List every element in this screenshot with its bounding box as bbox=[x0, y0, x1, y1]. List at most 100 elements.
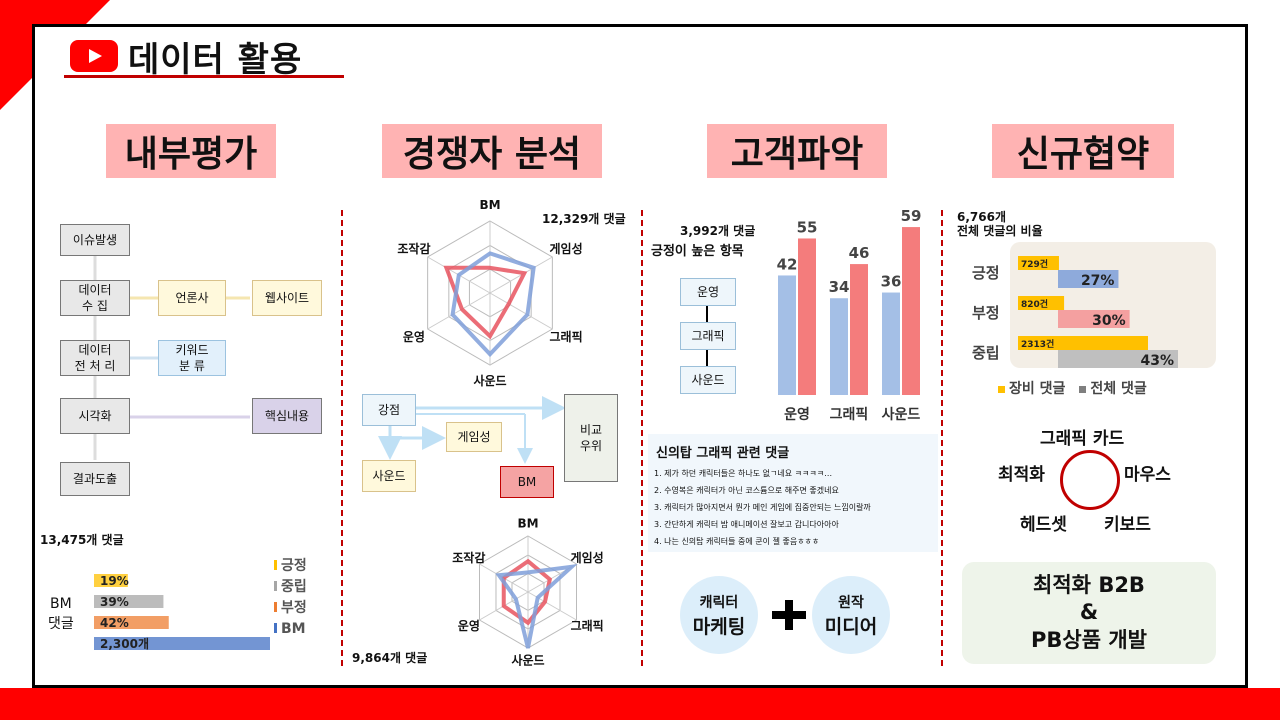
bm-bar-label: 19% bbox=[100, 574, 129, 588]
legend-item-bm: BM bbox=[274, 619, 307, 640]
bm-bar bbox=[94, 637, 270, 650]
circle-right-line2: 미디어 bbox=[824, 615, 878, 638]
radar1-comment-count: 12,329개 댓글 bbox=[542, 212, 626, 226]
flow-box-bm: BM bbox=[500, 466, 554, 498]
agreement-bar-all-label: 30% bbox=[1092, 313, 1126, 329]
customer-bar-value: 42 bbox=[777, 255, 798, 273]
agreement-bar-equipment-label: 820건 bbox=[1021, 298, 1048, 310]
agreement-category-label: 중립 bbox=[972, 344, 1000, 362]
agreement-bar-all bbox=[1058, 350, 1178, 368]
bm-comment-label: BM 댓글 bbox=[48, 596, 74, 632]
section-title-customer: 고객파악 bbox=[707, 124, 887, 178]
flow-box-sound-2: 사운드 bbox=[680, 366, 736, 394]
side-box-website: 웹사이트 bbox=[252, 280, 322, 316]
plus-icon bbox=[772, 600, 806, 630]
legend-item-equipment: 장비 댓글 bbox=[998, 378, 1065, 398]
flow-box-issue: 이슈발생 bbox=[60, 224, 130, 256]
radar-axis-label: 게임성 bbox=[550, 242, 583, 256]
keyword-headset: 헤드셋 bbox=[1020, 515, 1067, 535]
section-title-internal: 내부평가 bbox=[106, 124, 276, 178]
conclusion-line3: PB상품 개발 bbox=[1031, 627, 1147, 652]
radar-axis-label: BM bbox=[517, 517, 538, 531]
agreement-bar-equipment bbox=[1018, 256, 1059, 270]
legend-item-negative: 부정 bbox=[274, 598, 307, 619]
radar-axis-label: 사운드 bbox=[473, 373, 506, 388]
radar-axis-label: 게임성 bbox=[571, 551, 604, 565]
radar-axis-label: 그래픽 bbox=[550, 329, 583, 344]
customer-category-label: 사운드 bbox=[882, 407, 921, 423]
bm-bar-label: 2,300개 bbox=[100, 637, 149, 651]
bm-bar-chart: 19% 39% 42% 2,300개 bbox=[94, 574, 270, 651]
agreement-legend: 장비 댓글 전체 댓글 bbox=[998, 378, 1147, 398]
agreement-category-label: 부정 bbox=[972, 304, 1000, 322]
youtube-icon bbox=[70, 40, 118, 72]
flow-box-sound: 사운드 bbox=[362, 460, 416, 492]
radar-axis-label: 조작감 bbox=[397, 241, 430, 256]
radar-axis-label: 운영 bbox=[403, 329, 425, 344]
keyword-graphics-card: 그래픽 카드 bbox=[1040, 429, 1125, 449]
page-title: 데이터 활용 bbox=[128, 39, 303, 80]
agreement-subtitle: 전체 댓글의 비율 bbox=[957, 224, 1043, 238]
bm-bar-label: 39% bbox=[100, 595, 129, 609]
customer-bar-value: 34 bbox=[829, 278, 850, 296]
customer-bar bbox=[798, 238, 816, 395]
agreement-category-label: 긍정 bbox=[972, 264, 1000, 282]
circle-original-media: 원작 미디어 bbox=[812, 576, 890, 654]
customer-bar-value: 36 bbox=[881, 273, 902, 291]
customer-bar bbox=[902, 227, 920, 395]
bottom-accent-bar bbox=[0, 688, 1280, 720]
customer-category-label: 그래픽 bbox=[830, 406, 869, 423]
section-title-competitor: 경쟁자 분석 bbox=[382, 124, 602, 178]
agreement-bar-all-label: 27% bbox=[1081, 273, 1115, 289]
agreement-bar-equipment-label: 2313건 bbox=[1021, 338, 1054, 350]
flow-box-strength: 강점 bbox=[362, 394, 416, 426]
radar-series bbox=[495, 564, 578, 649]
section-title-agreement: 신규협약 bbox=[992, 124, 1174, 178]
comment-line: 3. 간단하게 캐릭터 밤 애니메이션 잘보고 갑니다아아아 bbox=[654, 520, 839, 529]
circle-left-line2: 마케팅 bbox=[692, 615, 746, 638]
customer-bar bbox=[850, 264, 868, 395]
agreement-bar-equipment-label: 729건 bbox=[1021, 258, 1048, 270]
separator-3 bbox=[941, 210, 943, 666]
customer-bar-value: 59 bbox=[901, 207, 922, 225]
title-underline bbox=[64, 75, 344, 78]
customer-bar-chart: 42 55 운영 34 46 그래픽 36 59 사운드 bbox=[777, 207, 922, 423]
side-box-press: 언론사 bbox=[158, 280, 226, 316]
agreement-bar-chart: 긍정 729건 27% 부정 820건 30% 중립 2313건 43% bbox=[972, 256, 1178, 369]
side-box-keyword: 키워드 분 류 bbox=[158, 340, 226, 376]
radar-axis-label: 조작감 bbox=[452, 550, 485, 565]
conclusion-box: 최적화 B2B & PB상품 개발 bbox=[962, 562, 1216, 664]
customer-bar bbox=[882, 292, 900, 395]
radar-axis-label: 사운드 bbox=[511, 652, 544, 667]
flow-box-result: 결과도출 bbox=[60, 462, 130, 496]
agreement-bar-equipment bbox=[1018, 296, 1065, 310]
agreement-count: 6,766개 bbox=[957, 210, 1006, 224]
legend-item-neutral: 중립 bbox=[274, 577, 307, 598]
agreement-bar-all bbox=[1058, 270, 1119, 288]
comment-panel-title: 신의탑 그래픽 관련 댓글 bbox=[656, 446, 790, 461]
radar-series bbox=[450, 251, 536, 358]
customer-bar-value: 55 bbox=[797, 218, 818, 236]
customer-comment-count: 3,992개 댓글 bbox=[680, 224, 756, 238]
bm-legend: 긍정 중립 부정 BM bbox=[274, 556, 307, 640]
keyword-mouse: 마우스 bbox=[1124, 465, 1171, 485]
competitor-flow-connectors bbox=[378, 396, 566, 464]
customer-bar-value: 46 bbox=[849, 244, 870, 262]
radar-series bbox=[443, 265, 528, 340]
header: 데이터 활용 bbox=[70, 34, 303, 80]
flow-box-gameplay: 게임성 bbox=[446, 422, 502, 452]
comment-line: 4. 나는 신의탑 캐릭터들 중에 쿤이 젤 좋음ㅎㅎㅎ bbox=[654, 537, 820, 546]
bm-bar bbox=[94, 574, 128, 587]
circle-right-line1: 원작 bbox=[838, 594, 864, 611]
flow-box-preprocess: 데이터 전 처 리 bbox=[60, 340, 130, 376]
radar2-comment-count: 9,864개 댓글 bbox=[352, 651, 428, 665]
flow-box-collect: 데이터 수 집 bbox=[60, 280, 130, 316]
circle-character-marketing: 캐릭터 마케팅 bbox=[680, 576, 758, 654]
flow-box-visualize: 시각화 bbox=[60, 398, 130, 434]
legend-item-all: 전체 댓글 bbox=[1079, 378, 1147, 398]
comment-panel: 신의탑 그래픽 관련 댓글 1. 제가 하던 캐릭터들은 하나도 없ㄱ네요 ㅋㅋ… bbox=[648, 434, 938, 552]
keyword-keyboard: 키보드 bbox=[1104, 515, 1151, 535]
flow-box-advantage: 비교 우위 bbox=[564, 394, 618, 482]
